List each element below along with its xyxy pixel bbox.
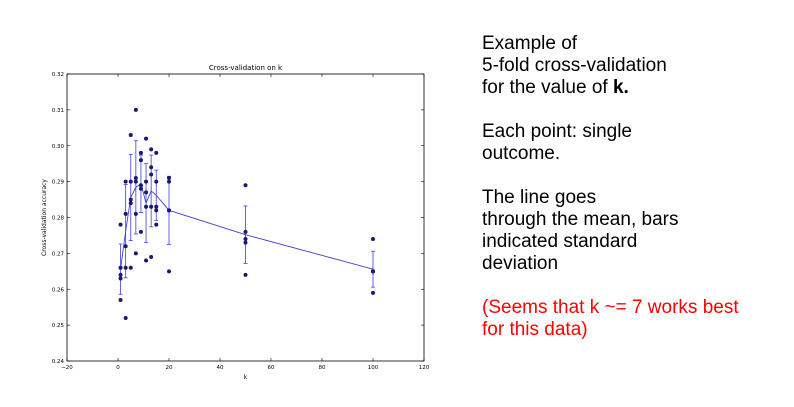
data-point [138, 158, 143, 163]
note-line-description-line-4: deviation [482, 253, 559, 274]
x-tick-label: 40 [217, 365, 224, 371]
explanation-notes: Example of 5-fold cross-validation for t… [482, 33, 787, 341]
data-point [118, 222, 123, 227]
mean-line-group [120, 183, 374, 270]
y-tick-label: 0.31 [52, 108, 64, 114]
data-point [167, 176, 171, 181]
note-each-point-line-1: Each point: single [482, 121, 632, 142]
data-point [133, 251, 138, 256]
y-tick-label: 0.24 [52, 359, 65, 365]
note-best-k-line-2: for this data) [482, 319, 588, 340]
data-point [123, 315, 128, 320]
data-point [123, 265, 128, 270]
data-point [154, 150, 159, 155]
data-point [128, 265, 133, 270]
note-each-point: Each point: single outcome. [482, 121, 787, 165]
note-line-description: The line goes through the mean, bars ind… [482, 187, 787, 275]
data-point [118, 276, 123, 281]
x-tick-label: 80 [319, 365, 326, 371]
data-point [128, 179, 133, 184]
data-point [149, 147, 154, 152]
data-point [243, 272, 248, 277]
data-point [138, 183, 143, 188]
x-tick-label: 120 [419, 365, 430, 371]
data-point [154, 179, 159, 184]
data-point [243, 237, 248, 242]
note-best-k-line-1: (Seems that k ~= 7 works best [482, 297, 739, 318]
y-axis-label: Cross-validation accuracy [41, 179, 48, 256]
data-point [138, 150, 143, 155]
data-point [154, 222, 159, 227]
data-point [144, 190, 149, 195]
data-point [154, 204, 159, 209]
data-points [118, 107, 375, 320]
note-line-description-line-3: indicated standard [482, 231, 638, 252]
data-point [123, 211, 128, 216]
data-point [128, 197, 133, 202]
data-point [118, 265, 123, 270]
note-example-line-3: for the value of [482, 77, 613, 98]
data-point [144, 136, 149, 141]
data-point [144, 179, 149, 184]
y-tick-label: 0.29 [52, 180, 65, 186]
data-point [243, 183, 248, 188]
data-point [167, 269, 171, 274]
data-point [123, 244, 128, 249]
data-point [133, 107, 138, 112]
data-point [138, 229, 143, 234]
data-point [128, 132, 133, 137]
note-example-bold-k: k. [612, 77, 629, 98]
data-point [243, 229, 248, 234]
mean-line [120, 183, 374, 270]
data-point [149, 204, 154, 209]
y-tick-label: 0.28 [52, 216, 65, 222]
x-axis-label: k [244, 374, 248, 381]
data-point [123, 179, 128, 184]
note-best-k: (Seems that k ~= 7 works best for this d… [482, 297, 787, 341]
data-point [149, 254, 154, 259]
data-point [144, 258, 149, 263]
data-point [118, 272, 123, 277]
x-tick-label: 0 [116, 365, 120, 371]
cross-validation-chart: Cross-validation on k k Cross-validation… [41, 64, 430, 381]
data-point [133, 176, 138, 181]
chart-title: Cross-validation on k [209, 64, 283, 72]
x-tick-label: 60 [268, 365, 275, 371]
y-tick-label: 0.32 [52, 72, 64, 78]
data-point [138, 186, 143, 191]
data-point [167, 179, 171, 184]
data-point [149, 172, 154, 177]
data-point [167, 208, 171, 213]
data-point [133, 211, 138, 216]
data-point [371, 269, 375, 274]
axis-ticks: −20 0 20 40 60 80 100 120 0.24 0.25 0.26 0.27 0.28 0.… [52, 72, 430, 371]
data-point [144, 204, 149, 209]
y-tick-label: 0.26 [52, 287, 65, 293]
y-tick-label: 0.30 [52, 144, 65, 150]
note-example-line-2: 5-fold cross-validation [482, 55, 667, 76]
x-tick-label: −20 [61, 365, 73, 371]
data-point [371, 290, 375, 295]
x-tick-label: 20 [166, 365, 173, 371]
data-point [133, 179, 138, 184]
note-example-line-1: Example of [482, 33, 578, 54]
data-point [371, 237, 375, 242]
y-tick-label: 0.27 [52, 251, 65, 257]
data-point [118, 298, 123, 303]
data-point [149, 165, 154, 170]
note-line-description-line-2: through the mean, bars [482, 209, 679, 230]
note-example: Example of 5-fold cross-validation for t… [482, 33, 787, 99]
data-point [243, 240, 248, 245]
y-tick-label: 0.25 [52, 323, 65, 329]
note-line-description-line-1: The line goes [482, 187, 597, 208]
note-each-point-line-2: outcome. [482, 143, 561, 164]
data-point [128, 201, 133, 206]
data-point [154, 208, 159, 213]
x-tick-label: 100 [368, 365, 379, 371]
